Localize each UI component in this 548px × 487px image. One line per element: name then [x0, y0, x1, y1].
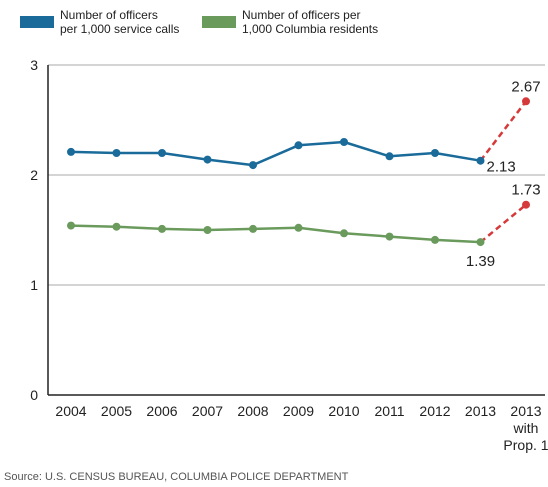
x-tick-label-1: 2005: [101, 403, 132, 419]
data-label-0-9: 2.13: [487, 159, 516, 176]
series-0-point-2: [158, 149, 166, 157]
y-tick-label-1: 1: [30, 277, 38, 293]
legend-label-residents: Number of officers per 1,000 Columbia re…: [242, 8, 379, 36]
legend-swatch-residents: [202, 16, 236, 28]
series-line-0: [70, 140, 481, 167]
legend-item-service-calls: Number of officers per 1,000 service cal…: [20, 8, 220, 36]
x-tick-label-5: 2009: [283, 403, 314, 419]
x-tick-label-0: 2004: [55, 403, 86, 419]
series-1-point-8: [431, 235, 439, 244]
x-tick-label-10: 2013 with Prop. 1: [503, 403, 548, 453]
x-tick-label-2: 2006: [146, 403, 177, 419]
x-tick-label-9: 2013: [465, 403, 496, 419]
series-1-point-1: [112, 222, 121, 231]
series-1-point-2: [158, 224, 166, 233]
series-0-point-4: [249, 161, 257, 170]
data-label-1-9: 1.39: [466, 253, 495, 270]
data-label-0-10: 2.67: [511, 78, 540, 95]
series-0-projection-point: [522, 97, 530, 106]
y-tick-label-2: 2: [30, 167, 38, 183]
legend-swatch-service-calls: [20, 16, 54, 28]
series-1-point-0: [67, 221, 75, 230]
x-tick-label-3: 2007: [192, 403, 223, 419]
series-0-point-5: [294, 141, 303, 150]
legend-label-service-calls: Number of officers per 1,000 service cal…: [60, 8, 180, 36]
series-1-projection-point: [522, 200, 530, 209]
x-tick-label-8: 2012: [419, 403, 450, 419]
source-note: Source: U.S. CENSUS BUREAU, COLUMBIA POL…: [4, 471, 349, 483]
series-1-point-6: [340, 229, 348, 238]
series-1-point-5: [294, 223, 303, 232]
x-tick-label-4: 2008: [237, 403, 268, 419]
series-0-point-1: [112, 149, 121, 157]
x-tick-label-7: 2011: [374, 403, 404, 419]
series-0-point-9: [476, 156, 485, 165]
series-projection-line-0: [479, 100, 527, 162]
series-1-point-9: [476, 238, 485, 247]
series-1-point-4: [249, 224, 257, 233]
series-0-point-7: [385, 152, 394, 161]
y-tick-label-3: 3: [30, 57, 38, 73]
x-tick-label-6: 2010: [328, 403, 359, 419]
y-tick-label-0: 0: [30, 387, 38, 403]
series-1-point-3: [203, 226, 212, 234]
legend-item-residents: Number of officers per 1,000 Columbia re…: [202, 8, 402, 36]
series-1-point-7: [385, 232, 394, 241]
series-0-point-8: [431, 149, 439, 157]
series-0-point-0: [67, 147, 75, 156]
series-line-1: [70, 224, 481, 244]
series-0-point-3: [203, 155, 212, 164]
line-chart: 0 1 2 3 2004 2005 2006 2007 2008 2009 2010 2011 2012…: [30, 57, 548, 453]
data-label-1-10: 1.73: [511, 182, 540, 199]
series-projection-line-1: [479, 203, 527, 244]
series-0-point-6: [340, 138, 348, 146]
